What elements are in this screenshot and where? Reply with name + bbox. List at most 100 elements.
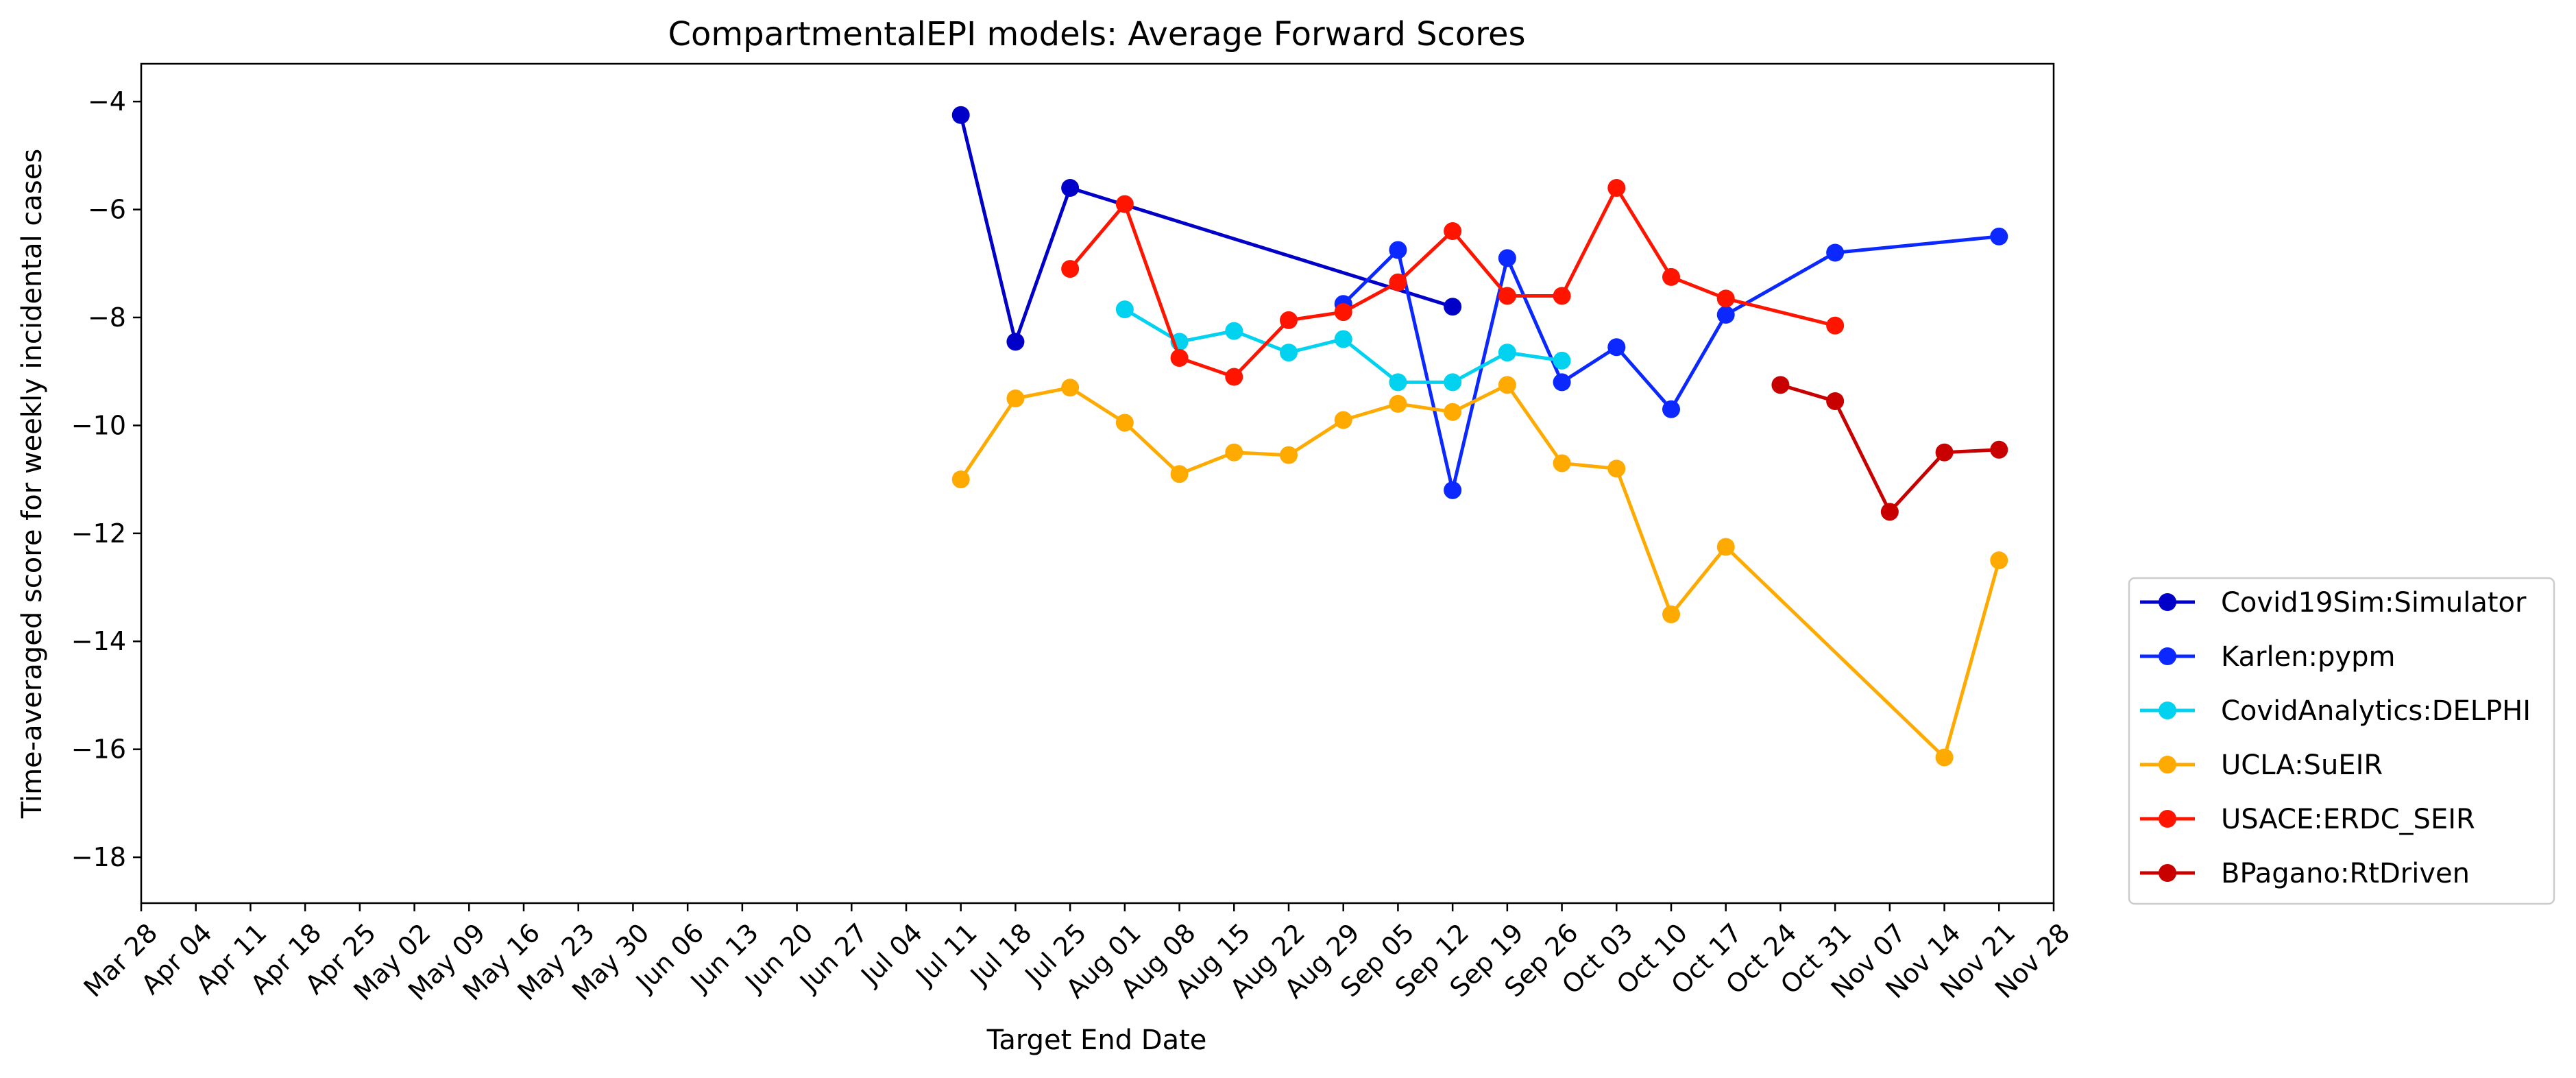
series-line (1341, 235, 2000, 492)
legend-swatch-marker (2159, 647, 2176, 665)
data-point (1389, 241, 1407, 259)
legend-item: USACE:ERDC_SEIR (2140, 804, 2475, 835)
data-point (1115, 300, 1134, 319)
y-tick-label: −8 (88, 302, 126, 333)
series-0 (951, 106, 1462, 351)
data-point (1990, 551, 2008, 570)
data-point (1389, 373, 1407, 392)
y-tick-label: −10 (71, 410, 126, 440)
legend-swatch-marker (2159, 810, 2176, 828)
data-point (1826, 316, 1845, 335)
series-3 (951, 376, 2008, 767)
y-tick-label: −14 (71, 626, 126, 656)
series-line (1069, 186, 1836, 379)
series-line (959, 383, 2001, 759)
data-point (1607, 459, 1626, 478)
legend-swatch-marker (2159, 593, 2176, 611)
data-point (1334, 330, 1352, 348)
data-point (1662, 267, 1680, 286)
legend-label: USACE:ERDC_SEIR (2221, 804, 2475, 835)
data-point (1771, 376, 1790, 394)
legend-item: CovidAnalytics:DELPHI (2140, 695, 2531, 727)
data-point (1553, 373, 1571, 392)
data-point (951, 106, 970, 124)
data-point (1444, 222, 1462, 241)
legend-item: Covid19Sim:Simulator (2140, 587, 2527, 619)
data-point (1826, 243, 1845, 262)
legend-frame (2128, 577, 2555, 905)
data-point (1115, 414, 1134, 432)
y-axis: −4 −6 −8 −10 −12 −14 −16 −18 (71, 86, 141, 872)
legend-item: BPagano:RtDriven (2140, 858, 2470, 889)
y-tick-label: −4 (88, 86, 126, 117)
y-tick-label: −12 (71, 518, 126, 549)
data-point (1553, 351, 1571, 370)
series-line (959, 115, 1453, 344)
legend-item: UCLA:SuEIR (2140, 750, 2383, 781)
series-5 (1771, 376, 2008, 521)
y-tick-label: −6 (88, 195, 126, 225)
legend-label: Karlen:pypm (2221, 641, 2395, 673)
data-point (1334, 411, 1352, 429)
x-tick-label: Jul 11 (909, 918, 983, 992)
data-point (1662, 605, 1680, 623)
data-point (1280, 344, 1298, 362)
series-line (1779, 383, 2000, 514)
data-point (1553, 454, 1571, 472)
y-axis-title: Time-averaged score for weekly incidenta… (16, 149, 48, 819)
data-point (1444, 373, 1462, 392)
data-point (1389, 394, 1407, 413)
legend-swatch-marker (2159, 756, 2176, 774)
data-point (1990, 440, 2008, 459)
legend-label: BPagano:RtDriven (2221, 858, 2470, 889)
y-tick-label: −18 (71, 842, 126, 872)
data-point (1444, 298, 1462, 316)
legend-swatch-marker (2159, 702, 2176, 719)
x-tick-label: Jul 04 (854, 918, 928, 992)
data-point (1061, 379, 1080, 397)
data-point (1498, 287, 1516, 305)
data-point (1170, 348, 1189, 367)
data-point (1061, 179, 1080, 197)
data-point (1498, 376, 1516, 394)
chart-title: CompartmentalEPI models: Average Forward… (668, 15, 1525, 53)
data-point (1006, 390, 1025, 408)
data-point (1115, 195, 1134, 213)
data-point (1389, 273, 1407, 291)
plot-area (951, 106, 2008, 767)
data-point (1498, 344, 1516, 362)
data-point (951, 470, 970, 489)
x-axis-title: Target End Date (986, 1025, 1207, 1056)
data-point (1716, 289, 1735, 308)
data-point (1553, 287, 1571, 305)
legend-label: CovidAnalytics:DELPHI (2221, 695, 2531, 727)
legend-label: UCLA:SuEIR (2221, 750, 2383, 781)
x-tick-label: Jul 18 (964, 918, 1038, 992)
data-point (1170, 465, 1189, 483)
plot-frame (140, 62, 2055, 905)
data-point (1061, 260, 1080, 278)
y-tick-label: −16 (71, 734, 126, 765)
series-1 (1334, 227, 2008, 499)
series-4 (1061, 179, 1845, 386)
data-point (1607, 338, 1626, 357)
series-2 (1115, 300, 1571, 392)
data-point (1990, 227, 2008, 245)
data-point (1935, 748, 1954, 767)
legend: Covid19Sim:Simulator Karlen:pypm CovidAnal… (2128, 577, 2555, 905)
data-point (1280, 311, 1298, 329)
data-point (1716, 306, 1735, 324)
data-point (1334, 303, 1352, 322)
data-point (1716, 538, 1735, 556)
data-point (1662, 400, 1680, 418)
data-point (1444, 403, 1462, 421)
data-point (1444, 481, 1462, 499)
data-point (1006, 333, 1025, 351)
data-point (1225, 368, 1243, 386)
data-point (1225, 443, 1243, 462)
legend-item: Karlen:pypm (2140, 641, 2395, 673)
data-point (1826, 392, 1845, 410)
data-point (1880, 503, 1899, 521)
legend-label: Covid19Sim:Simulator (2221, 587, 2527, 619)
